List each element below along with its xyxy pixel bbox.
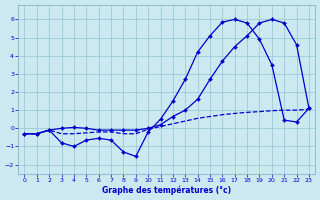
X-axis label: Graphe des températures (°c): Graphe des températures (°c)	[102, 186, 231, 195]
